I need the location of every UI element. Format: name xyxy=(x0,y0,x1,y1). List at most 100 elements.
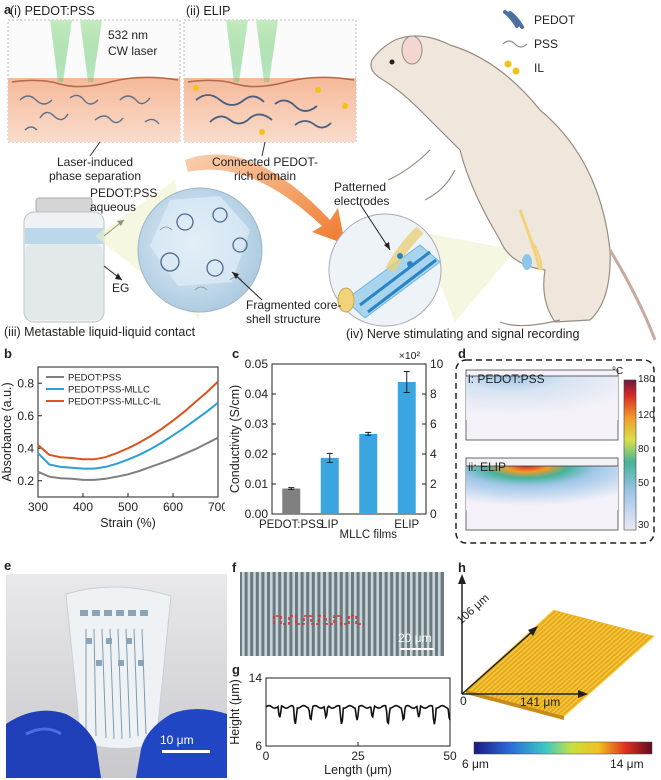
electrode-stripe xyxy=(331,572,335,656)
electrode-stripe xyxy=(264,572,267,656)
process-arrow xyxy=(185,154,345,244)
topography-ridge xyxy=(504,619,595,701)
x-tick-label: 400 xyxy=(73,500,93,514)
electrode-stripe xyxy=(348,572,351,656)
x-tick-label: 500 xyxy=(118,500,138,514)
electrode-stripe xyxy=(286,572,290,656)
plot-frame xyxy=(271,363,427,515)
scale-label-e: 10 μm xyxy=(160,733,194,747)
electrode-stripe xyxy=(253,572,256,656)
panel-a-illustration xyxy=(7,10,657,341)
electrode-stripe xyxy=(242,572,245,656)
series-line xyxy=(37,401,219,470)
electrode-stripe xyxy=(415,572,419,656)
temperature-colorbar xyxy=(623,379,637,531)
bar xyxy=(397,382,416,514)
panel-label-a: a xyxy=(4,2,12,17)
y-axis-label: Absorbance (a.u.) xyxy=(0,382,14,481)
y-axis-label: Conductivity (S/cm) xyxy=(228,385,242,493)
caption-connected-domain: Connected PEDOT-rich domain xyxy=(211,155,319,183)
legend-label: PEDOT:PSS-MLLC xyxy=(68,385,150,396)
panel-label-e: e xyxy=(4,558,12,573)
electrode-stripe xyxy=(410,572,413,656)
y2-tick-label: 8 xyxy=(430,387,437,401)
x-dimension-label: 141 μm xyxy=(520,695,561,709)
electrode-stripe xyxy=(258,572,262,656)
profile-trace xyxy=(273,615,364,625)
laser-wavelength: 532 nm xyxy=(108,28,149,42)
electrode-stripe xyxy=(342,572,346,656)
electrode-stripe xyxy=(359,572,363,656)
caption-aqueous: PEDOT:PSS aqueous xyxy=(90,186,158,214)
topography-ridge xyxy=(473,611,563,693)
topography-ridge xyxy=(520,624,611,706)
y-tick-label: 0.6 xyxy=(17,409,34,423)
electrode-stripe xyxy=(309,572,312,656)
y-axis-label: Height (μm) xyxy=(228,679,242,745)
y-tick-label: 0.2 xyxy=(17,474,34,488)
conductivity-chart: 0.00 0.01 0.02 0.03 0.04 0.05 0 2 4 6 8 10 ×10² Condu… xyxy=(228,350,444,541)
electrode-stripe xyxy=(337,572,340,656)
electrode-stripe xyxy=(365,572,368,656)
colorbar-tick-label: 120 xyxy=(638,410,655,421)
topography-ridge xyxy=(481,613,571,695)
electrode-stripe xyxy=(275,572,279,656)
sim-i-label: i: PEDOT:PSS xyxy=(468,372,545,386)
rat-illustration xyxy=(370,35,657,341)
category-label: PEDOT:PSS xyxy=(259,519,324,531)
electrode-stripe xyxy=(314,572,318,656)
panel-label-h: h xyxy=(458,560,466,575)
x-tick-label: 50 xyxy=(443,749,457,763)
electrode-stripe xyxy=(438,572,441,656)
caption-eg: EG xyxy=(112,281,130,295)
caption-phase-separation: Laser-induced phase separation xyxy=(48,155,142,183)
y-tick-label: 0.00 xyxy=(245,507,269,521)
panel-label-d: d xyxy=(458,346,466,361)
topography-ridge xyxy=(536,628,627,710)
electrode-stripe xyxy=(298,572,301,656)
electrode-stripe xyxy=(393,572,396,656)
x-axis-label: Length (μm) xyxy=(324,763,392,777)
electrode-stripe xyxy=(320,572,323,656)
y-tick-label: 0.04 xyxy=(245,387,269,401)
vial xyxy=(23,197,105,323)
bar xyxy=(282,488,301,514)
topography-ridge xyxy=(512,622,603,703)
electrode-stripe xyxy=(270,572,273,656)
y-tick-label: 0.4 xyxy=(17,441,34,455)
y2-tick-label: 6 xyxy=(430,417,437,431)
y-tick-label: 0.03 xyxy=(245,417,269,431)
scale-bar-f xyxy=(400,648,434,650)
height-profile-line xyxy=(265,704,451,726)
electrode-stripe xyxy=(281,572,284,656)
right-axis-multiplier: ×10² xyxy=(399,350,421,362)
topography-ridge xyxy=(524,625,615,707)
y2-tick-label: 10 xyxy=(430,357,444,371)
topography-ridge xyxy=(493,616,583,698)
electrode-stripe xyxy=(426,572,430,656)
inset-ii-title: (ii) ELIP xyxy=(186,4,231,18)
legend-pss: PSS xyxy=(534,37,559,51)
height-profile-chart: 0 25 50 6 14 Length (μm) Height (μm) xyxy=(228,671,457,777)
topography-ridge xyxy=(496,617,587,699)
colorbar-tick-label: 80 xyxy=(638,444,650,455)
y-tick-label: 6 xyxy=(255,739,262,753)
y-tick-label: 0.01 xyxy=(245,477,269,491)
topography-ridge xyxy=(540,629,631,711)
legend-il: IL xyxy=(534,61,545,75)
category-label: LIP xyxy=(321,519,339,531)
topography-ridge xyxy=(555,633,647,715)
topography-ridge xyxy=(500,618,591,700)
inset-i xyxy=(7,19,181,143)
electrode-stripe xyxy=(376,572,379,656)
bar xyxy=(320,457,339,514)
sim-ii-image xyxy=(465,457,619,531)
electrode-stripe xyxy=(370,572,374,656)
temperature-unit: °C xyxy=(612,366,624,377)
micrograph xyxy=(240,572,444,656)
3d-topography xyxy=(458,574,655,755)
panel-label-f: f xyxy=(232,560,237,575)
electrode-stripe xyxy=(354,572,357,656)
x-tick-label: 600 xyxy=(163,500,183,514)
device-photo xyxy=(6,574,227,778)
